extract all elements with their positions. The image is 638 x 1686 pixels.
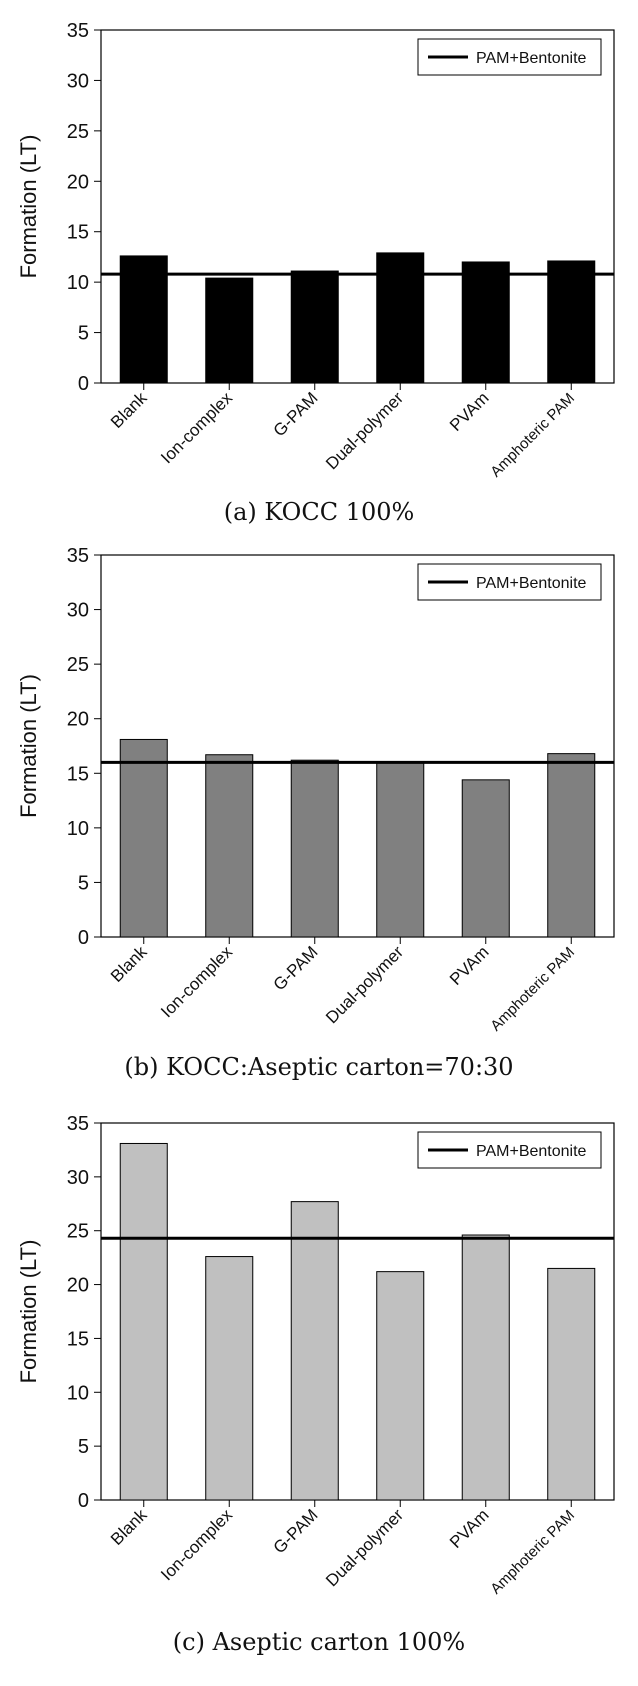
bar-pvam (461, 261, 510, 384)
y-tick-label: 5 (78, 872, 89, 894)
y-tick-label: 20 (67, 171, 89, 193)
y-tick-label: 0 (78, 373, 89, 395)
x-tick-label: Dual-polymer (322, 388, 407, 473)
y-tick-label: 0 (78, 1490, 89, 1512)
bar-g-pam (290, 270, 339, 384)
x-tick-label: PVAm (446, 388, 493, 435)
bar-blank (119, 738, 168, 938)
y-axis-label: Formation (LT) (16, 674, 41, 818)
x-tick-label: G-PAM (270, 942, 322, 994)
plot-frame (100, 29, 615, 384)
y-tick-label: 15 (67, 763, 89, 785)
bar-ion-complex (205, 277, 254, 384)
x-tick-label: Dual-polymer (322, 942, 407, 1027)
y-tick-label: 10 (67, 272, 89, 294)
x-tick-label: Amphoteric PAM (487, 944, 578, 1035)
bar-g-pam (290, 759, 339, 938)
panel-caption: (c) Aseptic carton 100% (173, 1628, 465, 1656)
chart-panel-3: 0 5 10 15 20 25 30 35 Formation (LT) Blank Ion-com… (16, 1113, 615, 1656)
y-tick-label: 0 (78, 927, 89, 949)
x-tick-label: Ion-complex (157, 942, 236, 1021)
y-tick-label: 30 (67, 600, 89, 622)
bar-g-pam (290, 1201, 339, 1501)
y-tick-label: 35 (67, 20, 89, 42)
y-tick-label: 35 (67, 1113, 89, 1135)
x-tick-label: PVAm (446, 942, 493, 989)
y-tick-label: 35 (67, 545, 89, 567)
x-tick-label: Amphoteric PAM (487, 1507, 578, 1598)
bar-amphoteric-pam (547, 1267, 596, 1501)
bar-dual-polymer (376, 761, 425, 938)
bar-ion-complex (205, 1256, 254, 1501)
bar-pvam (461, 1234, 510, 1501)
x-tick-label: G-PAM (270, 1505, 322, 1557)
bar-ion-complex (205, 754, 254, 938)
y-tick-label: 10 (67, 818, 89, 840)
bar-blank (119, 255, 168, 384)
y-tick-label: 25 (67, 1221, 89, 1243)
y-tick-label: 15 (67, 222, 89, 244)
bar-dual-polymer (376, 252, 425, 384)
x-tick-label: G-PAM (270, 388, 322, 440)
y-tick-label: 5 (78, 1436, 89, 1458)
bar-dual-polymer (376, 1271, 425, 1501)
bar-blank (119, 1142, 168, 1501)
y-axis-label: Formation (LT) (16, 1240, 41, 1384)
x-tick-label: Dual-polymer (322, 1505, 407, 1590)
y-tick-label: 25 (67, 121, 89, 143)
legend-label: PAM+Bentonite (476, 575, 587, 592)
x-tick-label: PVAm (446, 1505, 493, 1552)
panel-caption: (b) KOCC:Aseptic carton=70:30 (124, 1053, 513, 1081)
x-tick-label: Blank (107, 942, 151, 986)
y-tick-label: 5 (78, 323, 89, 345)
legend-label: PAM+Bentonite (476, 1143, 587, 1160)
bar-amphoteric-pam (547, 753, 596, 938)
legend-label: PAM+Bentonite (476, 50, 587, 67)
chart-panel-1: 0 5 10 15 20 25 30 35 Formation (LT) Blank Ion-com… (16, 20, 615, 526)
y-tick-label: 20 (67, 1275, 89, 1297)
y-tick-label: 25 (67, 654, 89, 676)
y-axis-label: Formation (LT) (16, 135, 41, 279)
y-tick-label: 20 (67, 709, 89, 731)
chart-panel-2: 0 5 10 15 20 25 30 35 Formation (LT) Blank Ion-com… (16, 545, 615, 1081)
y-tick-label: 30 (67, 70, 89, 92)
y-tick-label: 30 (67, 1167, 89, 1189)
panel-caption: (a) KOCC 100% (224, 498, 415, 526)
x-tick-label: Blank (107, 388, 151, 432)
y-tick-label: 10 (67, 1382, 89, 1404)
x-tick-label: Blank (107, 1505, 151, 1549)
x-tick-label: Ion-complex (157, 1505, 236, 1584)
bar-pvam (461, 779, 510, 938)
bar-amphoteric-pam (547, 260, 596, 384)
plot-frame (100, 554, 615, 938)
plot-frame (100, 1122, 615, 1501)
x-tick-label: Ion-complex (157, 388, 236, 467)
y-tick-label: 15 (67, 1328, 89, 1350)
x-tick-label: Amphoteric PAM (487, 390, 578, 481)
